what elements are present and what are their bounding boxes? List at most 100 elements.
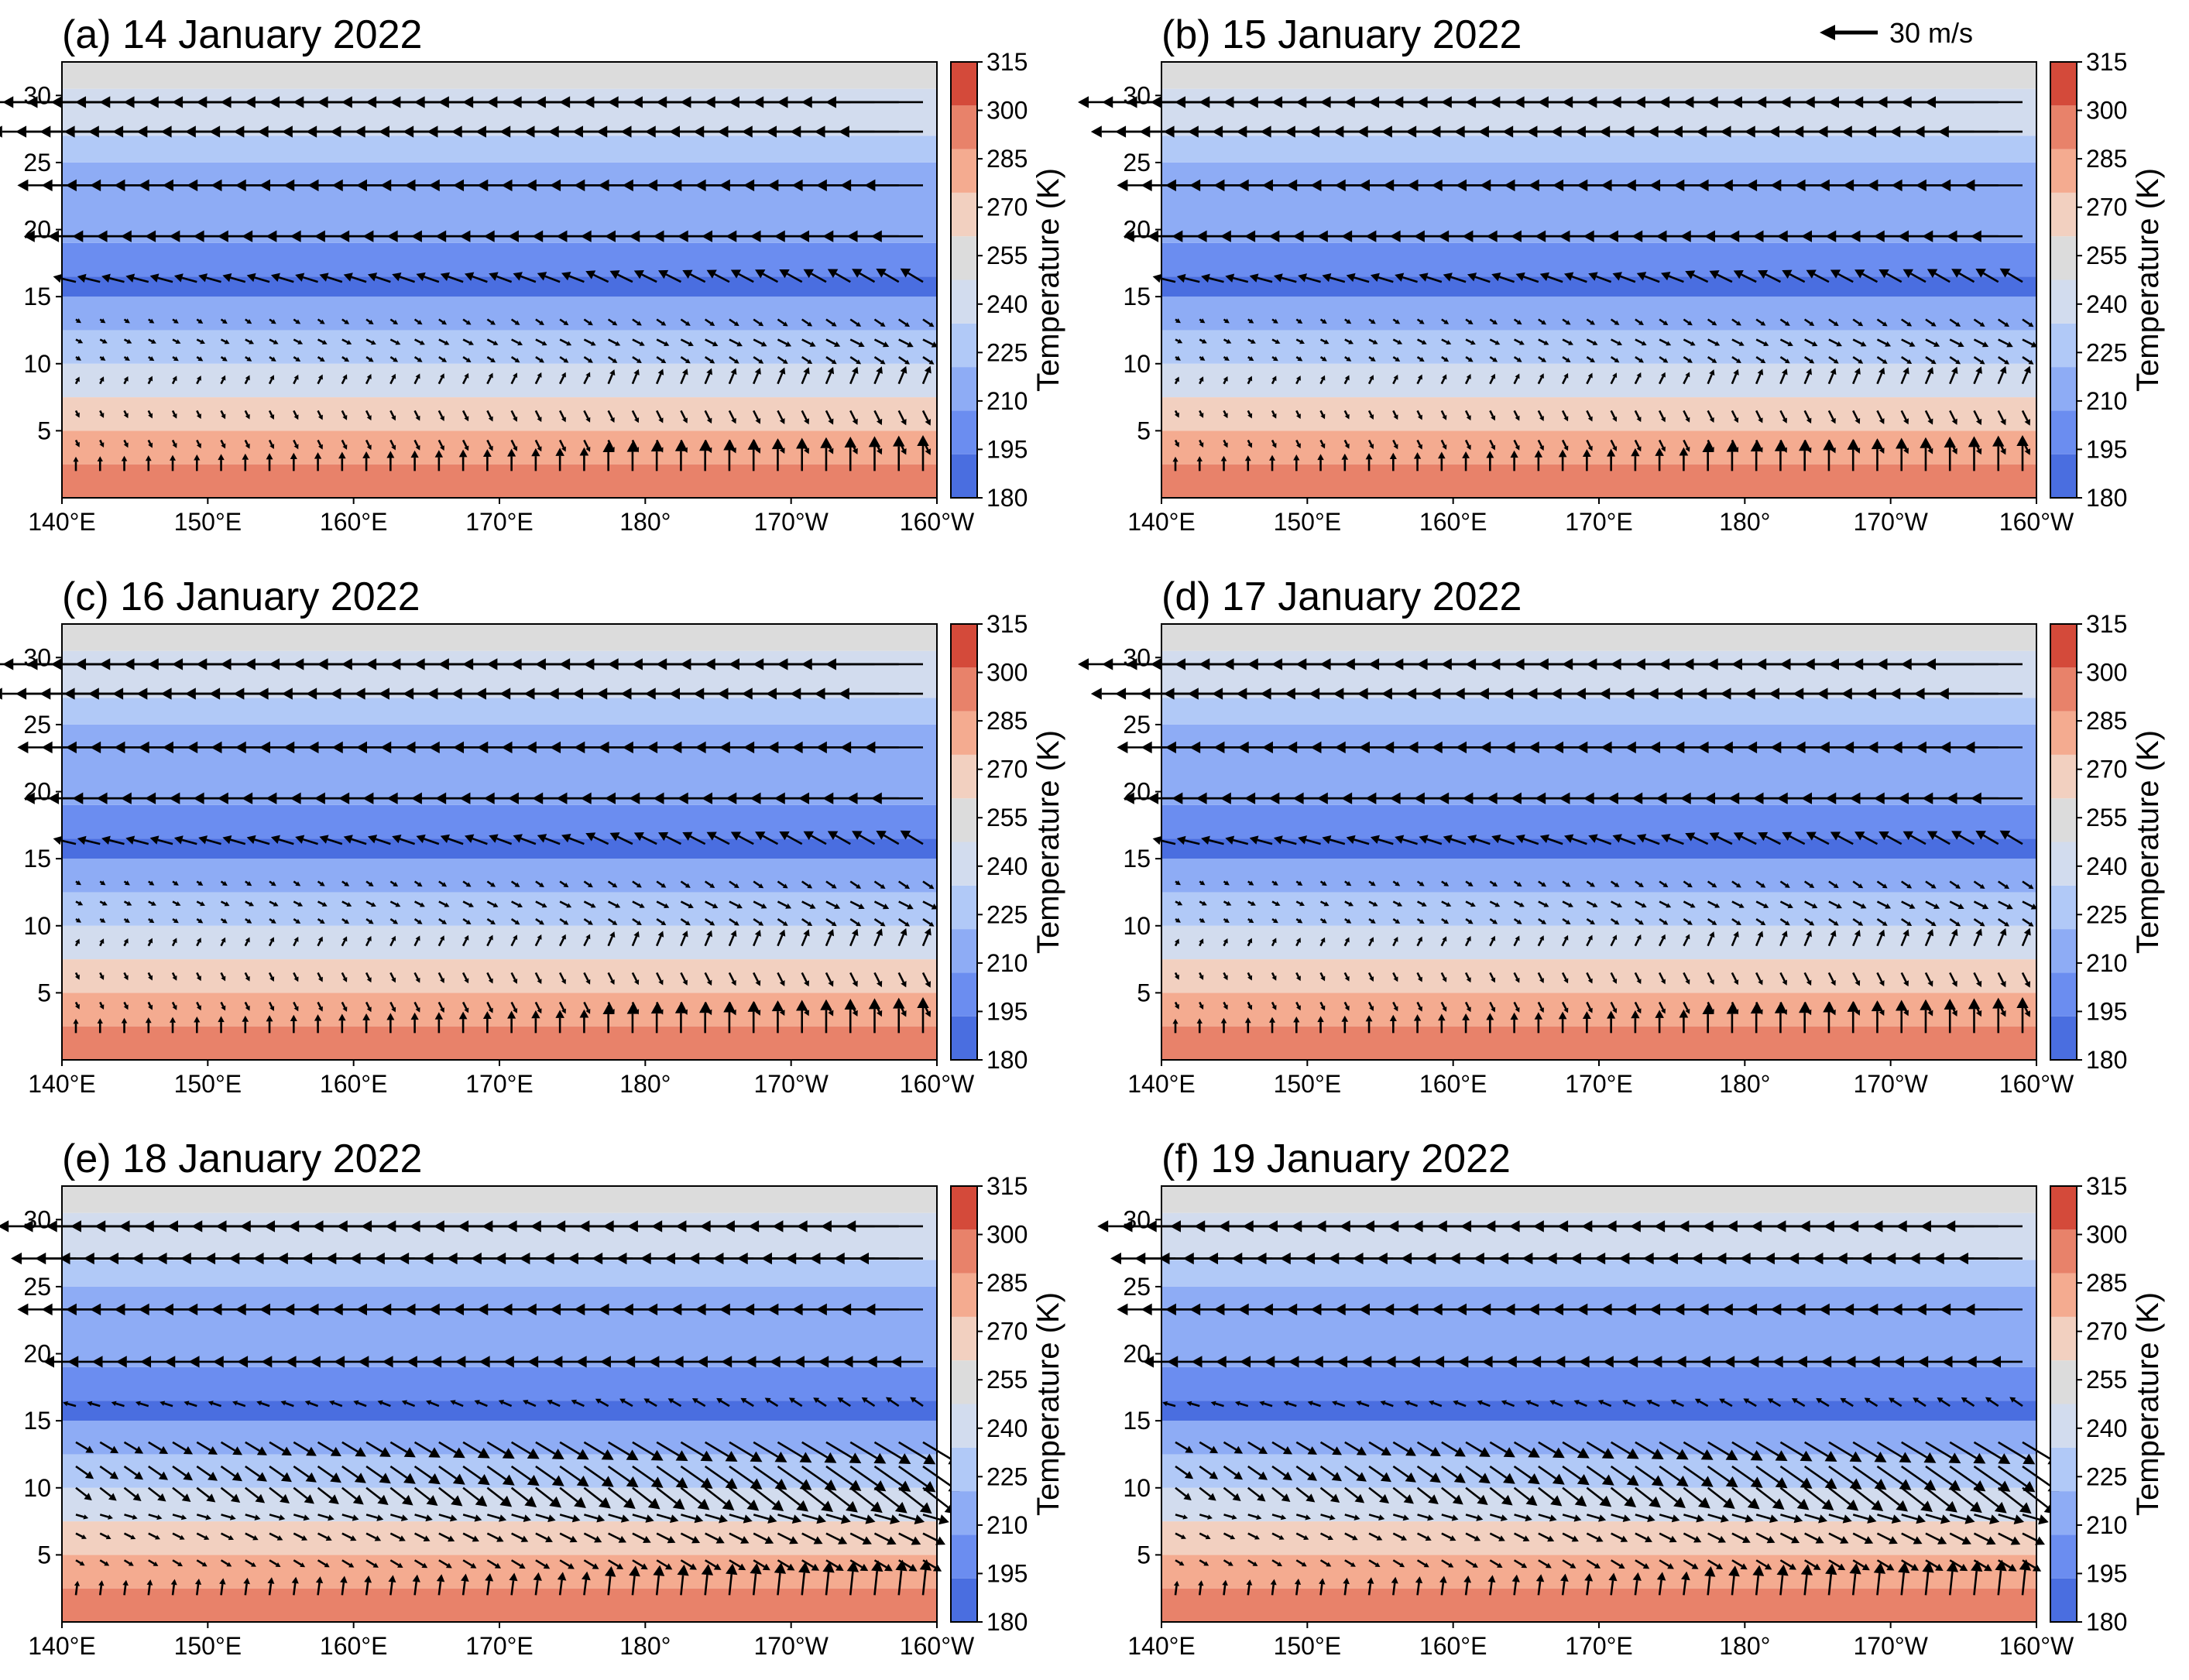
wind-arrow-head [180, 1252, 191, 1265]
wind-arrow-head [114, 741, 125, 754]
wind-arrow-head [413, 96, 425, 108]
wind-arrow [689, 273, 706, 283]
wind-arrow [462, 880, 468, 886]
wind-arrow-head [1431, 1303, 1443, 1316]
wind-arrow-head [904, 884, 911, 890]
wind-arrow [357, 1401, 367, 1407]
wind-arrow-head [1139, 687, 1151, 700]
wind-arrow-head [370, 902, 376, 907]
wind-arrow [1692, 273, 1709, 283]
colorbar-tick-label: 255 [986, 242, 1028, 269]
wind-arrow-head [688, 341, 694, 347]
wind-arrow-head [1746, 1303, 1758, 1316]
wind-arrow [559, 318, 566, 324]
wind-arrow [1319, 900, 1326, 905]
wind-arrow-head [588, 883, 593, 888]
temperature-band [62, 1588, 937, 1622]
wind-arrow-head [1882, 358, 1888, 364]
wind-arrow [123, 880, 127, 884]
wind-arrow-head [1685, 832, 1696, 842]
wind-arrow-head [1582, 449, 1591, 457]
wind-arrow-head [525, 179, 537, 192]
wind-arrow-head [319, 919, 325, 924]
wind-arrow [2021, 934, 2029, 947]
wind-arrow [123, 338, 129, 342]
wind-arrow-head [221, 413, 226, 420]
wind-arrow-head [1344, 443, 1350, 449]
wind-arrow [1440, 439, 1446, 447]
wind-arrow [486, 376, 492, 385]
wind-arrow-head [1927, 269, 1938, 278]
wind-arrow-head [1565, 882, 1571, 887]
colorbar-tick-label: 240 [2086, 290, 2127, 318]
wind-arrow-head [1827, 658, 1839, 670]
wind-arrow [1610, 410, 1616, 419]
wind-arrow-head [566, 903, 572, 908]
wind-arrow-head [1090, 125, 1102, 138]
wind-arrow-head [1662, 358, 1669, 363]
wind-arrow-head [1709, 270, 1720, 279]
wind-arrow-head [1577, 741, 1588, 754]
wind-arrow [486, 410, 492, 418]
colorbar-tick-label: 255 [986, 1366, 1028, 1394]
wind-arrow-head [1647, 125, 1659, 138]
wind-arrow [744, 1400, 754, 1407]
wind-arrow-head [261, 1356, 273, 1368]
wind-arrow-head [403, 1447, 416, 1458]
wind-arrow-head [226, 1562, 232, 1567]
wind-arrow [1306, 276, 1321, 283]
wind-arrow [583, 356, 590, 362]
wind-arrow-head [790, 687, 801, 700]
wind-arrow [1354, 276, 1370, 283]
wind-arrow-head [495, 1252, 506, 1265]
wind-arrow [1523, 276, 1539, 283]
wind-arrow-head [559, 658, 571, 670]
temperature-band [62, 724, 937, 805]
wind-arrow [438, 356, 444, 361]
wind-arrow-head [464, 978, 469, 984]
wind-arrow-head [209, 125, 221, 138]
wind-arrow-head [1541, 320, 1547, 325]
wind-arrow-head [83, 1514, 89, 1520]
wind-arrow [898, 1559, 911, 1569]
wind-arrow-head [1309, 125, 1320, 138]
wind-arrow [133, 838, 149, 845]
wind-arrow [559, 1514, 574, 1520]
wind-arrow-head [1117, 741, 1128, 754]
wind-arrow [327, 838, 343, 845]
wind-arrow [1731, 935, 1738, 947]
wind-arrow [680, 318, 688, 324]
wind-arrow-head [658, 831, 669, 842]
wind-arrow-head [1852, 96, 1864, 108]
wind-arrow [1789, 835, 1806, 845]
wind-arrow [753, 410, 759, 420]
wind-arrow-head [1494, 340, 1501, 345]
wind-arrow-head [551, 1475, 564, 1486]
wind-arrow-head [1830, 930, 1837, 938]
wind-arrow-head [382, 1356, 393, 1368]
wind-arrow-head [266, 792, 277, 804]
wind-arrow [714, 273, 730, 283]
wind-arrow-head [838, 125, 849, 138]
wind-arrow [1861, 835, 1878, 845]
wind-arrow-head [125, 318, 130, 324]
wind-arrow-head [1247, 938, 1253, 944]
wind-arrow [1537, 439, 1543, 447]
wind-arrow [486, 1465, 506, 1480]
wind-arrow-head [750, 230, 761, 242]
wind-arrow-head [1320, 413, 1326, 420]
wind-arrow [486, 356, 492, 361]
wind-arrow-head [188, 1356, 200, 1368]
wind-arrow-head [618, 1535, 627, 1543]
wind-arrow [424, 838, 440, 845]
wind-arrow-head [483, 792, 495, 804]
wind-arrow [898, 318, 907, 325]
wind-arrow [317, 1441, 334, 1452]
wind-arrow-head [704, 658, 715, 670]
wind-arrow [438, 918, 444, 923]
wind-arrow-head [1697, 179, 1709, 192]
wind-arrow-head [1661, 833, 1671, 843]
wind-arrow [1876, 410, 1883, 420]
panel-title: (e) 18 January 2022 [62, 1137, 422, 1181]
wind-arrow-head [527, 1448, 540, 1459]
